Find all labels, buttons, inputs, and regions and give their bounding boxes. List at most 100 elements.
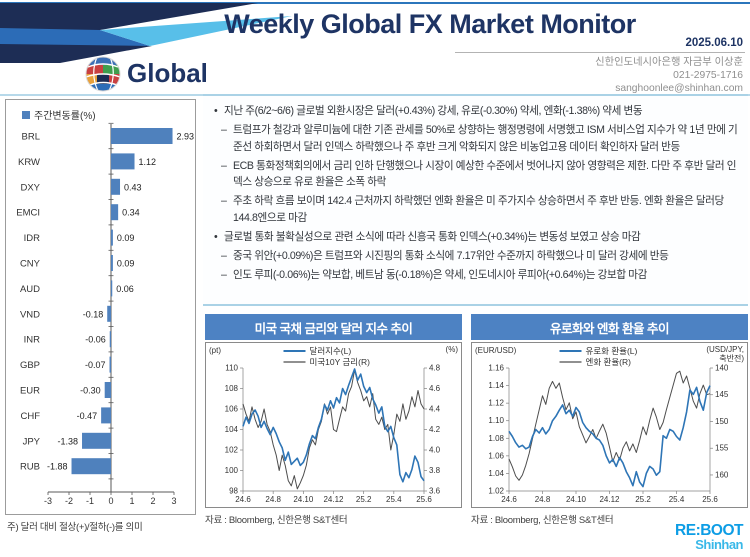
svg-text:-3: -3 bbox=[44, 496, 52, 506]
svg-text:EMCI: EMCI bbox=[16, 208, 40, 219]
bullet-text: 글로벌 통화 불확실성으로 관련 소식에 따라 신흥국 통화 인덱스(+0.34… bbox=[224, 231, 641, 244]
series-line bbox=[242, 368, 425, 483]
svg-text:GBP: GBP bbox=[20, 360, 40, 371]
reboot-logo-text: RE:BOOT bbox=[675, 522, 743, 539]
svg-text:145: 145 bbox=[715, 390, 729, 399]
bar-row-JPY: JPY -1.38 bbox=[23, 432, 111, 449]
bullet-item: – ECB 통화정책회의에서 금리 인하 단행했으나 시장이 예상한 수준에서 벗… bbox=[214, 158, 739, 191]
svg-text:3.6: 3.6 bbox=[429, 487, 441, 496]
svg-text:1.02: 1.02 bbox=[488, 487, 504, 496]
bullet-marker: • bbox=[214, 105, 218, 117]
svg-text:-0.47: -0.47 bbox=[77, 411, 98, 421]
svg-text:25.2: 25.2 bbox=[635, 495, 651, 504]
svg-text:24.12: 24.12 bbox=[599, 495, 620, 504]
bar-row-BRL: BRL 2.93 bbox=[22, 128, 195, 144]
svg-text:-1.88: -1.88 bbox=[47, 462, 68, 472]
svg-text:0.06: 0.06 bbox=[116, 284, 134, 294]
reboot-shinhan-logo: RE:BOOT Shinhan bbox=[675, 522, 743, 552]
svg-text:1.12: 1.12 bbox=[488, 399, 504, 408]
svg-text:2: 2 bbox=[150, 496, 155, 506]
svg-text:25.2: 25.2 bbox=[356, 495, 372, 504]
svg-text:25.6: 25.6 bbox=[702, 495, 718, 504]
shinhan-logo-text: Shinhan bbox=[695, 537, 743, 552]
svg-text:축반전): 축반전) bbox=[719, 353, 744, 363]
svg-text:24.10: 24.10 bbox=[293, 495, 314, 504]
legend-swatch bbox=[22, 110, 30, 119]
bullet-item: – 주초 하락 흐름 보이며 142.4 근처까지 하락했던 엔화 환율은 미 주… bbox=[214, 193, 739, 226]
bar-row-VND: VND -0.18 bbox=[20, 305, 111, 322]
svg-text:2.93: 2.93 bbox=[177, 132, 195, 142]
bullet-text: 주초 하락 흐름 보이며 142.4 근처까지 하락했던 엔화 환율은 미 주가… bbox=[233, 195, 724, 225]
svg-text:BRL: BRL bbox=[22, 132, 40, 143]
bullet-marker: – bbox=[221, 269, 227, 282]
svg-text:104: 104 bbox=[225, 425, 239, 434]
svg-text:0.34: 0.34 bbox=[122, 208, 140, 218]
contact-name: 신한인도네시아은행 자금부 이상훈 bbox=[595, 57, 743, 68]
bullet-text: 중국 위안(+0.09%)은 트럼프와 시진핑의 통화 소식에 7.17위안 수… bbox=[233, 250, 669, 263]
svg-text:155: 155 bbox=[715, 444, 729, 453]
svg-text:1.04: 1.04 bbox=[488, 469, 504, 478]
source-chart-euro-yen: 자료 : Bloomberg, 신한은행 S&T센터 bbox=[471, 515, 614, 526]
weekly-change-legend: 주간변동률(%) bbox=[22, 107, 96, 122]
svg-text:1.14: 1.14 bbox=[488, 381, 504, 390]
bullet-marker: – bbox=[221, 159, 227, 172]
bar-row-CNY: CNY 0.09 bbox=[20, 255, 134, 271]
svg-text:1.12: 1.12 bbox=[139, 157, 157, 167]
svg-text:(USD/JPY,: (USD/JPY, bbox=[706, 345, 744, 354]
svg-text:110: 110 bbox=[225, 364, 238, 373]
bar-row-INR: INR -0.06 bbox=[24, 331, 111, 348]
series-line bbox=[508, 385, 711, 488]
svg-text:25.6: 25.6 bbox=[416, 495, 432, 504]
top-accent-line bbox=[0, 2, 750, 4]
svg-text:4.2: 4.2 bbox=[429, 425, 441, 434]
svg-text:24.12: 24.12 bbox=[323, 495, 344, 504]
svg-text:EUR: EUR bbox=[20, 386, 40, 397]
contact-email: sanghoonlee@shinhan.com bbox=[615, 83, 743, 94]
bar-row-RUB: RUB -1.88 bbox=[20, 458, 111, 475]
bar-row-EUR: EUR -0.30 bbox=[20, 382, 111, 398]
svg-text:-0.06: -0.06 bbox=[85, 335, 106, 345]
svg-text:0: 0 bbox=[108, 496, 113, 506]
svg-text:1.10: 1.10 bbox=[488, 416, 504, 425]
bullet-marker: – bbox=[221, 195, 227, 208]
svg-text:DXY: DXY bbox=[20, 182, 40, 193]
svg-text:1.16: 1.16 bbox=[488, 364, 504, 373]
svg-text:(%): (%) bbox=[446, 345, 459, 354]
svg-text:VND: VND bbox=[20, 309, 40, 320]
svg-text:98: 98 bbox=[229, 487, 238, 496]
bar-row-KRW: KRW 1.12 bbox=[18, 153, 157, 170]
bullet-item: • 글로벌 통화 불확실성으로 관련 소식에 따라 신흥국 통화 인덱스(+0.3… bbox=[214, 229, 739, 246]
svg-text:4.0: 4.0 bbox=[429, 446, 441, 455]
svg-text:140: 140 bbox=[715, 364, 729, 373]
chart-us-rates-dollar-plot: 110 108 106 104 102 100 98 4.8 4.6 4.4 4.2 4.0 3.8 3.… bbox=[205, 342, 462, 508]
bullet-text: ECB 통화정책회의에서 금리 인하 단행했으나 시장이 예상한 수준에서 벗어… bbox=[233, 159, 737, 189]
bar-row-AUD: AUD 0.06 bbox=[20, 280, 134, 297]
svg-text:CHF: CHF bbox=[20, 411, 40, 422]
contact-phone: 021-2975-1716 bbox=[673, 70, 743, 81]
svg-text:JPY: JPY bbox=[23, 436, 41, 447]
svg-text:(EUR/USD): (EUR/USD) bbox=[475, 346, 517, 355]
svg-text:AUD: AUD bbox=[20, 284, 40, 295]
svg-text:CNY: CNY bbox=[20, 259, 41, 270]
weekly-change-bar-chart: BRL 2.93 KRW 1.12 DXY 0.43 EMCI 0.34 IDR 0.09 CNY 0… bbox=[16, 122, 195, 506]
svg-text:4.4: 4.4 bbox=[429, 405, 441, 414]
svg-text:1: 1 bbox=[129, 496, 134, 506]
report-date: 2025.06.10 bbox=[685, 37, 743, 49]
svg-text:0.09: 0.09 bbox=[117, 259, 135, 269]
svg-text:-1: -1 bbox=[86, 496, 94, 506]
bullet-text: 트럼프가 철강과 알루미늄에 대한 기존 관세를 50%로 상향하는 행정명령에… bbox=[233, 124, 738, 153]
bar-row-CHF: CHF -0.47 bbox=[20, 407, 111, 424]
svg-text:3.8: 3.8 bbox=[429, 466, 441, 475]
svg-text:1.08: 1.08 bbox=[488, 434, 504, 443]
bullet-marker: • bbox=[214, 231, 218, 244]
legend-label: 주간변동률(%) bbox=[34, 111, 96, 122]
svg-text:106: 106 bbox=[225, 405, 239, 414]
svg-text:25.4: 25.4 bbox=[386, 495, 402, 504]
brand-global-label: Global bbox=[127, 58, 208, 88]
chart-euro-yen-plot: 1.16 1.14 1.12 1.10 1.08 1.06 1.04 1.02 140 145 15… bbox=[471, 342, 748, 508]
svg-text:0.09: 0.09 bbox=[117, 233, 135, 243]
date-divider bbox=[455, 52, 745, 53]
svg-text:-0.30: -0.30 bbox=[80, 386, 101, 396]
corner-banner-decoration bbox=[0, 3, 292, 63]
svg-text:100: 100 bbox=[225, 466, 239, 475]
